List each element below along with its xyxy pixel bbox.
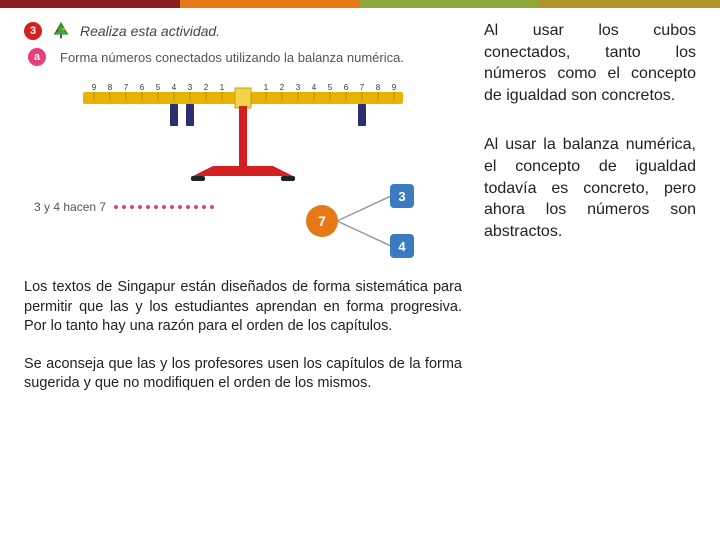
svg-text:7: 7 bbox=[318, 213, 326, 229]
left-para-2: Se aconseja que las y los profesores use… bbox=[24, 355, 462, 394]
right-column: Al usar los cubos conectados, tanto los … bbox=[484, 20, 696, 412]
svg-text:1: 1 bbox=[220, 83, 225, 92]
svg-text:1: 1 bbox=[264, 83, 269, 92]
svg-text:7: 7 bbox=[360, 83, 365, 92]
svg-text:4: 4 bbox=[172, 83, 177, 92]
number-bond-diagram: 7 3 4 bbox=[284, 176, 434, 266]
activity-number-badge: 3 bbox=[24, 22, 42, 40]
slide-body: 3 Realiza esta actividad. a Forma número… bbox=[0, 8, 720, 424]
left-column: 3 Realiza esta actividad. a Forma número… bbox=[24, 20, 462, 412]
activity-header: 3 Realiza esta actividad. bbox=[24, 20, 462, 42]
svg-text:3: 3 bbox=[188, 83, 193, 92]
top-accent-bar bbox=[0, 0, 720, 8]
tree-icon bbox=[50, 20, 72, 42]
activity-title: Realiza esta actividad. bbox=[80, 23, 220, 39]
svg-text:4: 4 bbox=[312, 83, 317, 92]
svg-text:6: 6 bbox=[344, 83, 349, 92]
svg-text:3: 3 bbox=[398, 189, 405, 204]
svg-text:3: 3 bbox=[296, 83, 301, 92]
svg-text:2: 2 bbox=[280, 83, 285, 92]
right-para-1: Al usar los cubos conectados, tanto los … bbox=[484, 20, 696, 106]
svg-text:7: 7 bbox=[124, 83, 129, 92]
svg-text:9: 9 bbox=[92, 83, 97, 92]
activity-sub-badge: a bbox=[28, 48, 46, 66]
svg-text:6: 6 bbox=[140, 83, 145, 92]
right-para-2: Al usar la balanza numérica, el concepto… bbox=[484, 134, 696, 242]
svg-text:5: 5 bbox=[328, 83, 333, 92]
balance-caption: 3 y 4 hacen 7 bbox=[34, 200, 106, 214]
svg-text:8: 8 bbox=[108, 83, 113, 92]
svg-text:5: 5 bbox=[156, 83, 161, 92]
activity-subtitle: Forma números conectados utilizando la b… bbox=[60, 50, 404, 65]
activity-subheader: a Forma números conectados utilizando la… bbox=[28, 48, 462, 66]
dots-decoration bbox=[114, 205, 214, 209]
svg-text:9: 9 bbox=[392, 83, 397, 92]
svg-text:8: 8 bbox=[376, 83, 381, 92]
svg-text:4: 4 bbox=[398, 239, 406, 254]
svg-text:2: 2 bbox=[204, 83, 209, 92]
left-para-1: Los textos de Singapur están diseñados d… bbox=[24, 278, 462, 337]
